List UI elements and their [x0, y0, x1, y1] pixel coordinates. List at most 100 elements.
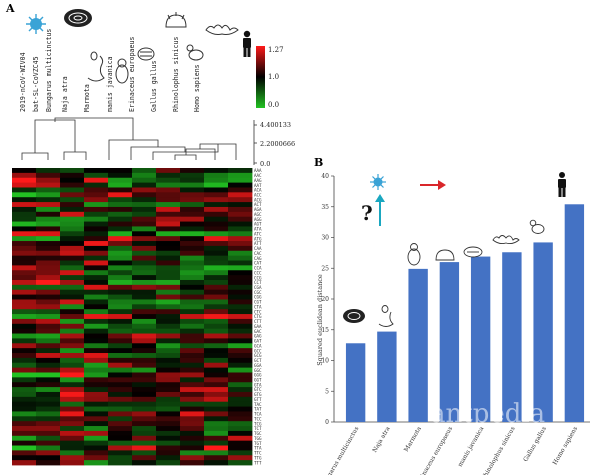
heatmap-cell — [204, 382, 229, 388]
heatmap-cell — [156, 177, 181, 184]
heatmap-cell — [108, 382, 133, 388]
heatmap-cell — [60, 367, 85, 373]
y-tick-label: 0 — [325, 419, 329, 426]
heatmap-cell — [204, 323, 229, 330]
heatmap-cell — [156, 202, 181, 208]
heatmap-cell — [156, 265, 181, 271]
heatmap-cell — [12, 168, 37, 174]
heatmap-cell — [108, 250, 133, 257]
heatmap-cell — [228, 367, 253, 373]
heatmap-cell — [204, 367, 229, 373]
colorbar-max: 1.27 — [268, 46, 284, 54]
heatmap-cell — [180, 265, 205, 271]
species-label: Marmota — [83, 84, 91, 112]
heatmap-cell — [204, 357, 229, 364]
heatmap-cell — [180, 192, 205, 198]
codon-label: GTC — [254, 387, 262, 392]
codon-label: GCG — [254, 353, 262, 358]
codon-label: CCA — [254, 266, 262, 271]
snake-coil-icon-b — [343, 309, 365, 323]
heatmap-cell — [132, 406, 157, 412]
heatmap-cell — [84, 362, 109, 369]
heatmap-cell — [204, 260, 229, 266]
heatmap-cell — [36, 304, 61, 310]
codon-label: ATC — [254, 231, 262, 236]
heatmap-cell — [156, 401, 181, 407]
heatmap-cell — [36, 445, 61, 451]
heatmap-cell — [132, 367, 157, 373]
heatmap-cell — [156, 353, 181, 359]
heatmap-cell — [84, 270, 109, 276]
heatmap-cell — [36, 192, 61, 198]
heatmap-cell — [36, 299, 61, 305]
heatmap-cell — [180, 421, 205, 427]
heatmap-cell — [204, 255, 229, 261]
heatmap-cell — [36, 372, 61, 378]
heatmap-cell — [180, 304, 205, 310]
codon-label: TAC — [254, 402, 262, 407]
heatmap-cell — [204, 206, 229, 213]
heatmap-cell — [108, 197, 133, 203]
heatmap-cell — [180, 309, 205, 315]
heatmap-cell — [12, 221, 37, 227]
heatmap-cell — [108, 309, 133, 315]
heatmap-cell — [12, 455, 37, 461]
species-label: Rhinolophus sinicus — [172, 37, 180, 112]
heatmap-cell — [156, 396, 181, 403]
heatmap-cell — [36, 236, 61, 242]
y-tick-label: 20 — [321, 296, 329, 303]
heatmap-cell — [228, 168, 253, 174]
heatmap-cell — [180, 211, 205, 218]
heatmap-cell — [156, 216, 181, 222]
heatmap-cell — [60, 343, 85, 349]
codon-label: TCG — [254, 421, 262, 426]
heatmap-cell — [228, 328, 253, 334]
species-label: 2019-nCoV-WIV04 — [19, 52, 27, 112]
y-tick-label: 15 — [321, 327, 329, 334]
heatmap-cell — [36, 197, 61, 203]
x-category-label: Rhinolophus sinicus — [480, 426, 517, 475]
heatmap-cell — [132, 299, 157, 305]
heatmap-cell — [228, 382, 253, 388]
heatmap-cell — [60, 172, 85, 179]
heatmap-cell — [204, 284, 229, 291]
panel-b-chart: 0 5 10 15 20 25 30 35 40 Bungarus multicinctus Na… — [316, 172, 590, 475]
chicken-icon — [186, 44, 204, 61]
heatmap-cell — [156, 406, 181, 412]
codon-label: ATT — [254, 241, 262, 246]
heatmap-cell — [60, 216, 85, 222]
heatmap-cell — [228, 255, 253, 261]
question-mark: ? — [361, 201, 373, 225]
heatmap-cell — [204, 202, 229, 208]
heatmap-cell — [204, 426, 229, 432]
heatmap-cell — [180, 387, 205, 393]
heatmap-cell — [108, 284, 133, 291]
heatmap-cell — [180, 426, 205, 432]
snake-coil-icon — [64, 9, 92, 27]
heatmap-cell — [180, 338, 205, 344]
heatmap-cell — [84, 226, 109, 232]
heatmap-cell — [156, 294, 181, 300]
species-label: Homo sapiens — [193, 64, 201, 112]
heatmap-cell — [204, 231, 229, 237]
heatmap-cell — [60, 241, 85, 247]
heatmap-cell — [180, 362, 205, 369]
heatmap-cell — [204, 445, 229, 451]
heatmap-cell — [36, 377, 61, 383]
heatmap-cell — [60, 450, 85, 456]
codon-label: CGC — [254, 290, 262, 295]
heatmap-cell — [36, 294, 61, 300]
heatmap-cell — [204, 372, 229, 378]
bar — [533, 242, 553, 422]
heatmap-cell — [132, 255, 157, 261]
heatmap-cell — [36, 323, 61, 330]
heatmap-cell — [84, 343, 109, 349]
heatmap-cell — [204, 387, 229, 393]
heatmap-cell — [180, 270, 205, 276]
heatmap-cell — [108, 206, 133, 213]
heatmap-cell — [108, 294, 133, 300]
heatmap-cell — [36, 187, 61, 193]
heatmap-cell — [36, 270, 61, 276]
heatmap-cell — [60, 318, 85, 325]
heatmap-cell — [156, 304, 181, 310]
